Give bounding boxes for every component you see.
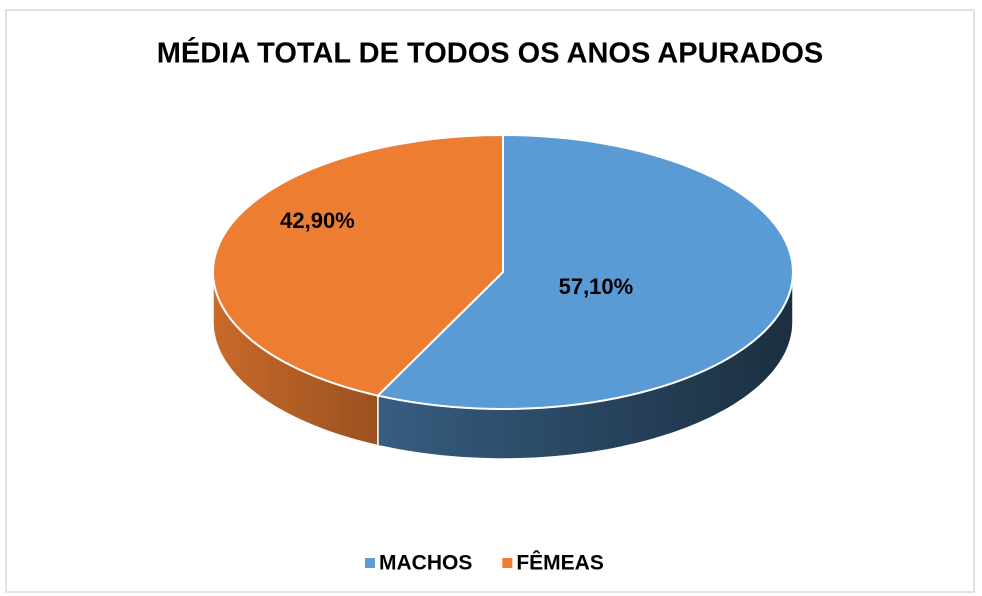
- legend-swatch: [502, 558, 513, 568]
- data-label: 42,90%: [280, 208, 355, 233]
- pie-slice: [212, 133, 504, 397]
- chart-title: MÉDIA TOTAL DE TODOS OS ANOS APURADOS: [157, 36, 824, 70]
- legend-label: MACHOS: [379, 552, 472, 575]
- legend-swatch: [365, 558, 375, 568]
- legend-label: FÊMEAS: [516, 551, 604, 575]
- pie-slice: [375, 133, 795, 411]
- data-label: 57,10%: [559, 274, 634, 299]
